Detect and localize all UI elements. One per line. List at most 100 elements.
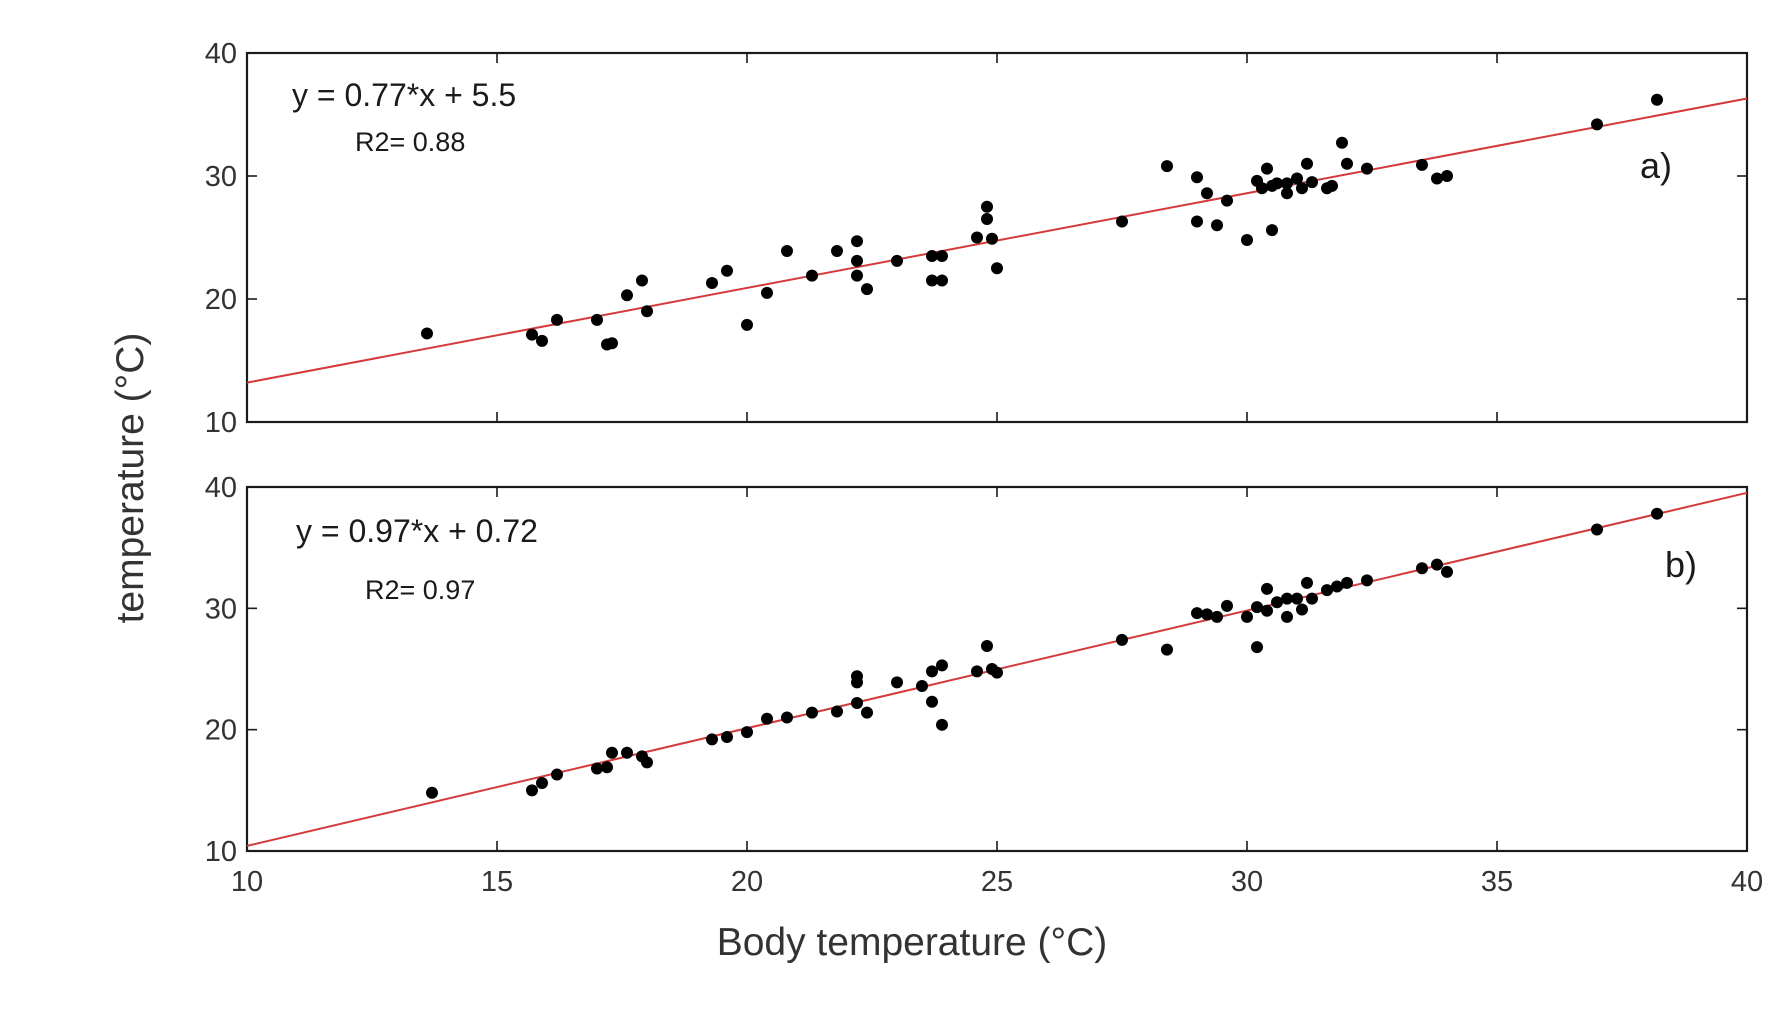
panel-a-point-13 xyxy=(761,286,773,299)
panel-b-point-5 xyxy=(601,761,613,774)
panel-b-point-55 xyxy=(1441,565,1453,578)
panel-a-point-58 xyxy=(1441,170,1453,182)
panel-a-point-27 xyxy=(981,200,993,213)
panel-a-point-12 xyxy=(741,318,753,331)
panel-b-xtick-label-3: 25 xyxy=(981,866,1013,898)
panel-b-point-28 xyxy=(981,639,993,652)
panel-b-ytick-label-0: 10 xyxy=(205,836,237,868)
panel-b-point-13 xyxy=(761,712,773,725)
panel-b-point-45 xyxy=(1291,592,1303,605)
panel-a-point-8 xyxy=(636,274,648,287)
panel-b-point-18 xyxy=(851,676,863,689)
panel-b-r2: R2= 0.97 xyxy=(365,575,475,605)
panel-b-point-51 xyxy=(1341,576,1353,589)
panel-a-ytick-label-0: 10 xyxy=(205,407,237,439)
panel-b-point-7 xyxy=(621,746,633,759)
panel-b-point-50 xyxy=(1331,580,1343,593)
panel-b-point-46 xyxy=(1296,603,1308,616)
panel-a-point-48 xyxy=(1296,182,1308,195)
panel-b-equation: y = 0.97*x + 0.72 xyxy=(296,513,538,549)
panel-b-point-37 xyxy=(1241,610,1253,623)
panel-a: 10 20 30 40 y = 0.77*x + 5.5 R2= 0.88 a) xyxy=(205,38,1749,439)
panel-a-point-22 xyxy=(926,249,938,262)
panel-a-point-52 xyxy=(1326,179,1338,192)
panel-b-point-33 xyxy=(1191,607,1203,620)
panel-a-point-17 xyxy=(851,235,863,248)
panel-b-point-1 xyxy=(526,784,538,797)
panel-a-ytick-label-3: 40 xyxy=(205,38,237,70)
panel-a-point-60 xyxy=(1651,93,1663,106)
panel-b-point-32 xyxy=(1161,643,1173,656)
panel-a-equation: y = 0.77*x + 5.5 xyxy=(292,77,516,113)
panel-a-point-2 xyxy=(536,334,548,347)
panel-a-point-59 xyxy=(1591,118,1603,131)
panel-a-point-35 xyxy=(1201,187,1213,200)
panel-b-point-42 xyxy=(1271,596,1283,609)
panel-b-point-35 xyxy=(1211,610,1223,623)
panel-b-point-26 xyxy=(936,718,948,731)
panel-b-point-11 xyxy=(721,730,733,743)
panel-a-point-4 xyxy=(591,313,603,326)
panel-b-xtick-label-6: 40 xyxy=(1731,866,1763,898)
panel-b-point-20 xyxy=(861,706,873,719)
panel-b-point-9 xyxy=(641,756,653,769)
panel-b-point-15 xyxy=(806,706,818,719)
panel-b-point-39 xyxy=(1251,641,1263,654)
panel-b-point-56 xyxy=(1591,523,1603,536)
panel-b-point-52 xyxy=(1361,574,1373,587)
panel-a-point-56 xyxy=(1416,158,1428,171)
panel-b-point-40 xyxy=(1261,604,1273,617)
panel-b-ytick-label-3: 40 xyxy=(205,472,237,504)
panel-a-point-9 xyxy=(641,305,653,318)
panel-a-point-25 xyxy=(936,274,948,287)
panel-b-point-0 xyxy=(426,786,438,799)
panel-a-point-44 xyxy=(1271,177,1283,190)
panel-b-point-2 xyxy=(536,777,548,790)
panel-a-point-23 xyxy=(926,274,938,287)
panel-b-point-4 xyxy=(591,762,603,775)
panel-a-point-47 xyxy=(1291,172,1303,185)
panel-a-point-32 xyxy=(1161,160,1173,173)
panel-a-r2: R2= 0.88 xyxy=(355,127,465,157)
panel-b-points xyxy=(426,507,1663,799)
panel-b-point-3 xyxy=(551,768,563,781)
panel-a-point-6 xyxy=(606,337,618,350)
panel-a-point-40 xyxy=(1256,182,1268,195)
panel-b-point-25 xyxy=(936,659,948,672)
panel-b-point-14 xyxy=(781,711,793,724)
panel-b-label: b) xyxy=(1665,544,1697,585)
panel-a-point-14 xyxy=(781,245,793,258)
panel-b-xtick-labels: 10 15 20 25 30 35 40 xyxy=(231,866,1763,898)
panel-b-xtick-label-1: 15 xyxy=(481,866,513,898)
panel-b-point-30 xyxy=(991,666,1003,679)
panel-a-point-54 xyxy=(1341,157,1353,170)
panel-a-point-49 xyxy=(1301,157,1313,170)
panel-a-point-21 xyxy=(891,254,903,267)
panel-b-point-6 xyxy=(606,746,618,759)
panel-a-point-16 xyxy=(831,245,843,258)
panel-b-xtick-label-4: 30 xyxy=(1231,866,1263,898)
panel-a-point-0 xyxy=(421,327,433,340)
panel-a-point-11 xyxy=(721,264,733,277)
panel-b-point-49 xyxy=(1321,584,1333,597)
panel-a-point-10 xyxy=(706,277,718,290)
panel-b-point-23 xyxy=(926,665,938,678)
panel-a-point-7 xyxy=(621,289,633,302)
panel-b-point-41 xyxy=(1261,582,1273,595)
panel-b-ytick-labels: 10 20 30 40 xyxy=(205,472,237,868)
panel-a-ytick-label-1: 20 xyxy=(205,284,237,316)
panel-b-point-44 xyxy=(1281,592,1293,605)
panel-a-point-45 xyxy=(1281,187,1293,200)
panel-b: 10 20 30 40 10 15 20 25 30 35 40 y = 0.97*x + 0.7… xyxy=(205,472,1763,898)
panel-b-point-27 xyxy=(971,665,983,678)
panel-a-point-34 xyxy=(1191,171,1203,184)
panel-a-point-36 xyxy=(1211,219,1223,232)
panel-a-point-19 xyxy=(851,269,863,282)
panel-b-point-48 xyxy=(1306,592,1318,605)
panel-b-xtick-label-5: 35 xyxy=(1481,866,1513,898)
panel-a-ticks xyxy=(246,52,1748,423)
panel-a-point-28 xyxy=(981,213,993,226)
panel-a-points xyxy=(421,93,1663,351)
panel-a-label: a) xyxy=(1640,145,1672,186)
panel-b-point-38 xyxy=(1251,601,1263,614)
